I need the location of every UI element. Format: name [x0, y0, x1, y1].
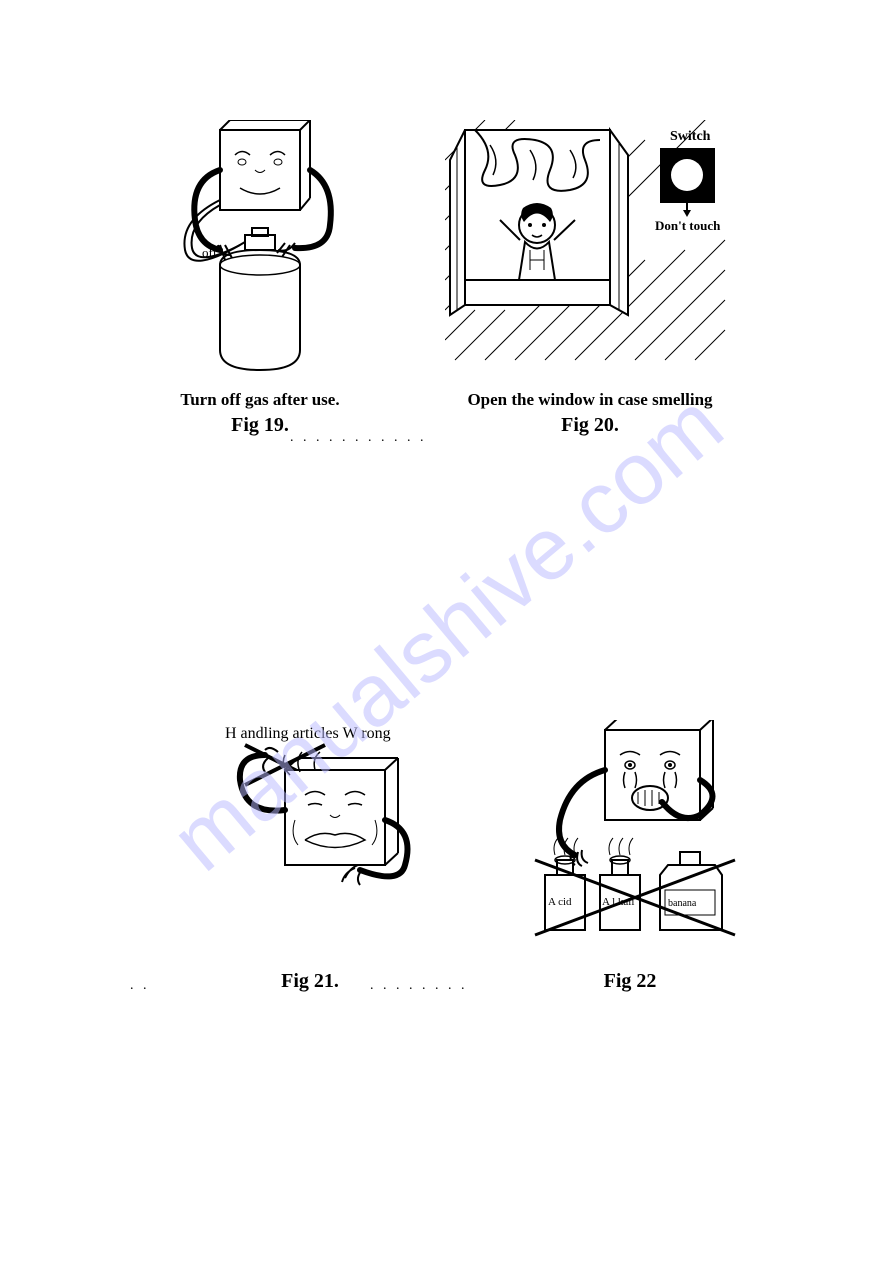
gas-cylinder-character-icon: off — [160, 120, 360, 380]
figure-grid: off Turn off gas after use. Fig 19. — [0, 0, 893, 1263]
switch-label: Switch — [670, 129, 711, 144]
window-open-icon: Switch Don't touch — [445, 120, 735, 380]
fig20-illustration: Switch Don't touch — [440, 120, 740, 380]
figure-22: A cid A l kali banana Fig 22 — [490, 720, 770, 993]
dots-3: . . . . . . . . — [370, 978, 468, 994]
dont-touch-label: Don't touch — [655, 218, 721, 233]
dots-2: . . — [130, 978, 150, 994]
figure-19: off Turn off gas after use. Fig 19. — [130, 120, 390, 437]
fig19-caption: Turn off gas after use. — [130, 390, 390, 410]
fig19-illustration: off — [130, 120, 390, 380]
handling-title: H andling articles W rong — [225, 725, 391, 742]
acid-label: A cid — [548, 896, 572, 908]
figure-21: H andling articles W rong — [170, 720, 450, 993]
banana-label: banana — [668, 898, 697, 909]
fig20-caption: Open the window in case smelling — [440, 390, 740, 410]
fig21-illustration: H andling articles W rong — [170, 720, 450, 960]
chemicals-warning-icon: A cid A l kali banana — [500, 720, 760, 960]
off-label: off — [202, 245, 218, 260]
fig22-illustration: A cid A l kali banana — [490, 720, 770, 960]
fig20-label: Fig 20. — [440, 414, 740, 437]
figure-20: Switch Don't touch Open the window in ca… — [440, 120, 740, 437]
handling-wrong-icon: H andling articles W rong — [190, 720, 430, 960]
fig22-label: Fig 22 — [490, 970, 770, 993]
dots-1: . . . . . . . . . . . — [290, 430, 427, 446]
alkali-label: A l kali — [602, 896, 634, 908]
